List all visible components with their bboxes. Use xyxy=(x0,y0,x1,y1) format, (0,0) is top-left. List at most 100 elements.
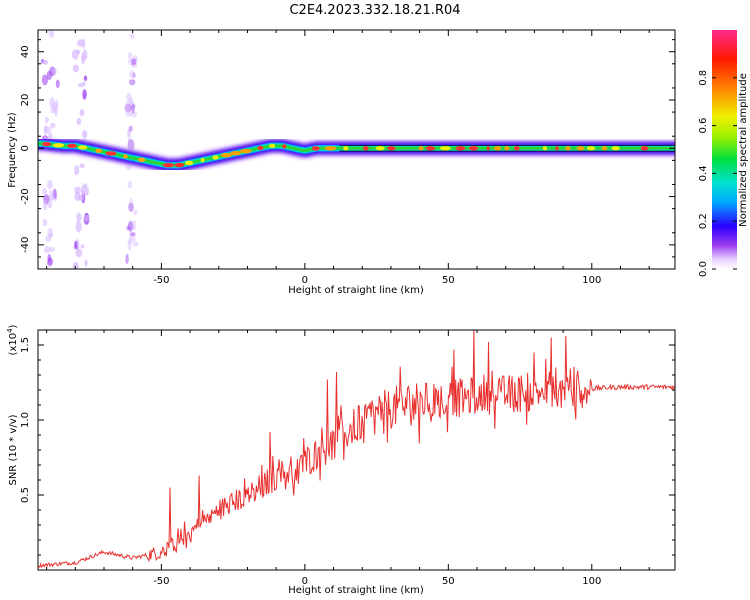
heatmap-hotspot xyxy=(455,146,466,151)
heatmap-hotspot xyxy=(105,151,117,156)
heatmap-hotspot xyxy=(138,157,146,163)
heatmap-noise-blob xyxy=(129,231,136,237)
snr-exponent-label: (x104) xyxy=(6,324,19,355)
colorbar-tick-label: 0.4 xyxy=(698,165,709,181)
spectrogram-xtick-label: 0 xyxy=(302,275,308,286)
snr-series-line xyxy=(38,330,675,569)
heatmap-noise-blob xyxy=(53,68,57,75)
heatmap-noise-blob xyxy=(47,257,54,266)
heatmap-noise-blob xyxy=(83,75,88,82)
heatmap-hotspot xyxy=(240,148,252,154)
heatmap-hotspot xyxy=(162,162,175,168)
heatmap-noise-blob xyxy=(74,240,78,250)
spectrogram-panel: -50 0 50 100 -40 -20 0 20 40 Height of straight … xyxy=(7,29,676,296)
heatmap-noise-blob xyxy=(129,197,133,204)
heatmap-noise-blob xyxy=(128,220,134,233)
spectrogram-ytick-label: 0 xyxy=(20,145,31,151)
heatmap-hotspot xyxy=(42,141,52,147)
heatmap-noise-blob xyxy=(81,129,88,139)
heatmap-hotspot xyxy=(52,143,65,148)
heatmap-hotspot xyxy=(387,146,396,151)
snr-ylabel: SNR (10 * v/v) xyxy=(8,414,19,485)
heatmap-hotspot xyxy=(439,146,451,151)
heatmap-noise-blob xyxy=(42,60,49,65)
heatmap-noise-blob xyxy=(84,259,88,267)
heatmap-hotspot xyxy=(542,146,548,151)
heatmap-noise-blob xyxy=(126,226,131,231)
heatmap-noise-blob xyxy=(42,218,48,227)
heatmap-noise-blob xyxy=(127,58,135,66)
heatmap-noise-blob xyxy=(125,252,130,257)
heatmap-noise-blob xyxy=(125,101,130,112)
heatmap-hotspot xyxy=(555,146,559,151)
heatmap-noise-blob xyxy=(46,70,52,81)
spectrogram-xtick-label: -50 xyxy=(153,275,169,286)
heatmap-noise-blob xyxy=(130,103,137,109)
figure-title: C2E4.2023.332.18.21.R04 xyxy=(289,3,460,18)
heatmap-hotspot xyxy=(493,146,502,151)
heatmap-noise-blob xyxy=(131,58,137,66)
snr-ytick-label: 0.5 xyxy=(20,487,31,503)
heatmap-noise-blob xyxy=(49,122,56,129)
heatmap-noise-blob xyxy=(77,39,84,47)
heatmap-noise-blob xyxy=(82,38,86,50)
heatmap-hotspot xyxy=(200,157,205,163)
heatmap-noise-blob xyxy=(130,111,138,118)
heatmap-hotspot xyxy=(418,146,424,151)
heatmap-noise-blob xyxy=(75,220,82,233)
heatmap-hotspot xyxy=(468,146,479,151)
heatmap-noise-blob xyxy=(126,222,134,231)
spectrogram-xtick-label: 100 xyxy=(582,275,601,286)
heatmap-noise-blob xyxy=(128,125,133,132)
snr-xtick-label: 100 xyxy=(582,576,601,587)
heatmap-noise-blob xyxy=(76,212,82,222)
heatmap-noise-blob xyxy=(127,238,132,251)
colorbar-label: Normalized spectral amplitude xyxy=(738,73,749,227)
snr-frame xyxy=(37,329,676,571)
spectrogram-ylabel: Frequency (Hz) xyxy=(7,112,18,188)
heatmap-noise-blob xyxy=(82,49,88,61)
colorbar-gradient xyxy=(712,30,737,269)
heatmap-hotspot xyxy=(611,146,620,151)
spectrogram-ytick-label: 20 xyxy=(20,94,31,107)
heatmap-noise-blob xyxy=(48,233,54,238)
heatmap-noise-blob xyxy=(50,195,56,201)
heatmap-noise-blob xyxy=(41,74,48,86)
heatmap-hotspot xyxy=(343,146,349,151)
heatmap-hotspot xyxy=(375,146,385,151)
snr-exponent-sup: 4 xyxy=(6,328,14,333)
heatmap-hotspot xyxy=(514,146,520,151)
heatmap-noise-blob xyxy=(79,108,85,117)
heatmap-noise-blob xyxy=(48,30,55,38)
heatmap-hotspot xyxy=(230,150,242,156)
heatmap-hotspot xyxy=(123,154,128,159)
heatmap-hotspot xyxy=(67,143,77,149)
heatmap-noise-blob xyxy=(83,214,90,222)
heatmap-noise-blob xyxy=(79,163,85,169)
heatmap-hotspot xyxy=(565,146,571,151)
spectrogram-xlabel: Height of straight line (km) xyxy=(288,285,424,296)
heatmap-noise-blob xyxy=(127,181,133,189)
heatmap-noise-blob xyxy=(127,130,131,142)
heatmap-noise-blob xyxy=(76,117,82,126)
heatmap-noise-blob xyxy=(133,209,138,216)
heatmap-noise-blob xyxy=(43,245,51,254)
heatmap-noise-blob xyxy=(55,99,59,111)
heatmap-hotspot xyxy=(220,152,232,158)
heatmap-noise-blob xyxy=(55,79,60,89)
heatmap-noise-blob xyxy=(75,248,83,258)
colorbar: 0.0 0.2 0.4 0.6 0.8 Normalized spectral ampl… xyxy=(698,30,749,277)
heatmap-hotspot xyxy=(268,143,276,149)
heatmap-hotspot xyxy=(425,146,436,151)
heatmap-noise-blob xyxy=(43,199,48,211)
heatmap-noise-blob xyxy=(129,70,135,79)
heatmap-hotspot xyxy=(504,146,510,151)
spectrogram-ytick-label: -20 xyxy=(20,188,31,204)
snr-xtick-label: -50 xyxy=(153,576,169,587)
heatmap-noise-blob xyxy=(129,100,135,111)
heatmap-noise-blob xyxy=(74,192,81,202)
heatmap-noise-blob xyxy=(81,190,86,195)
heatmap-noise-blob xyxy=(128,79,136,86)
heatmap-noise-blob xyxy=(125,254,129,264)
heatmap-noise-blob xyxy=(44,116,49,124)
